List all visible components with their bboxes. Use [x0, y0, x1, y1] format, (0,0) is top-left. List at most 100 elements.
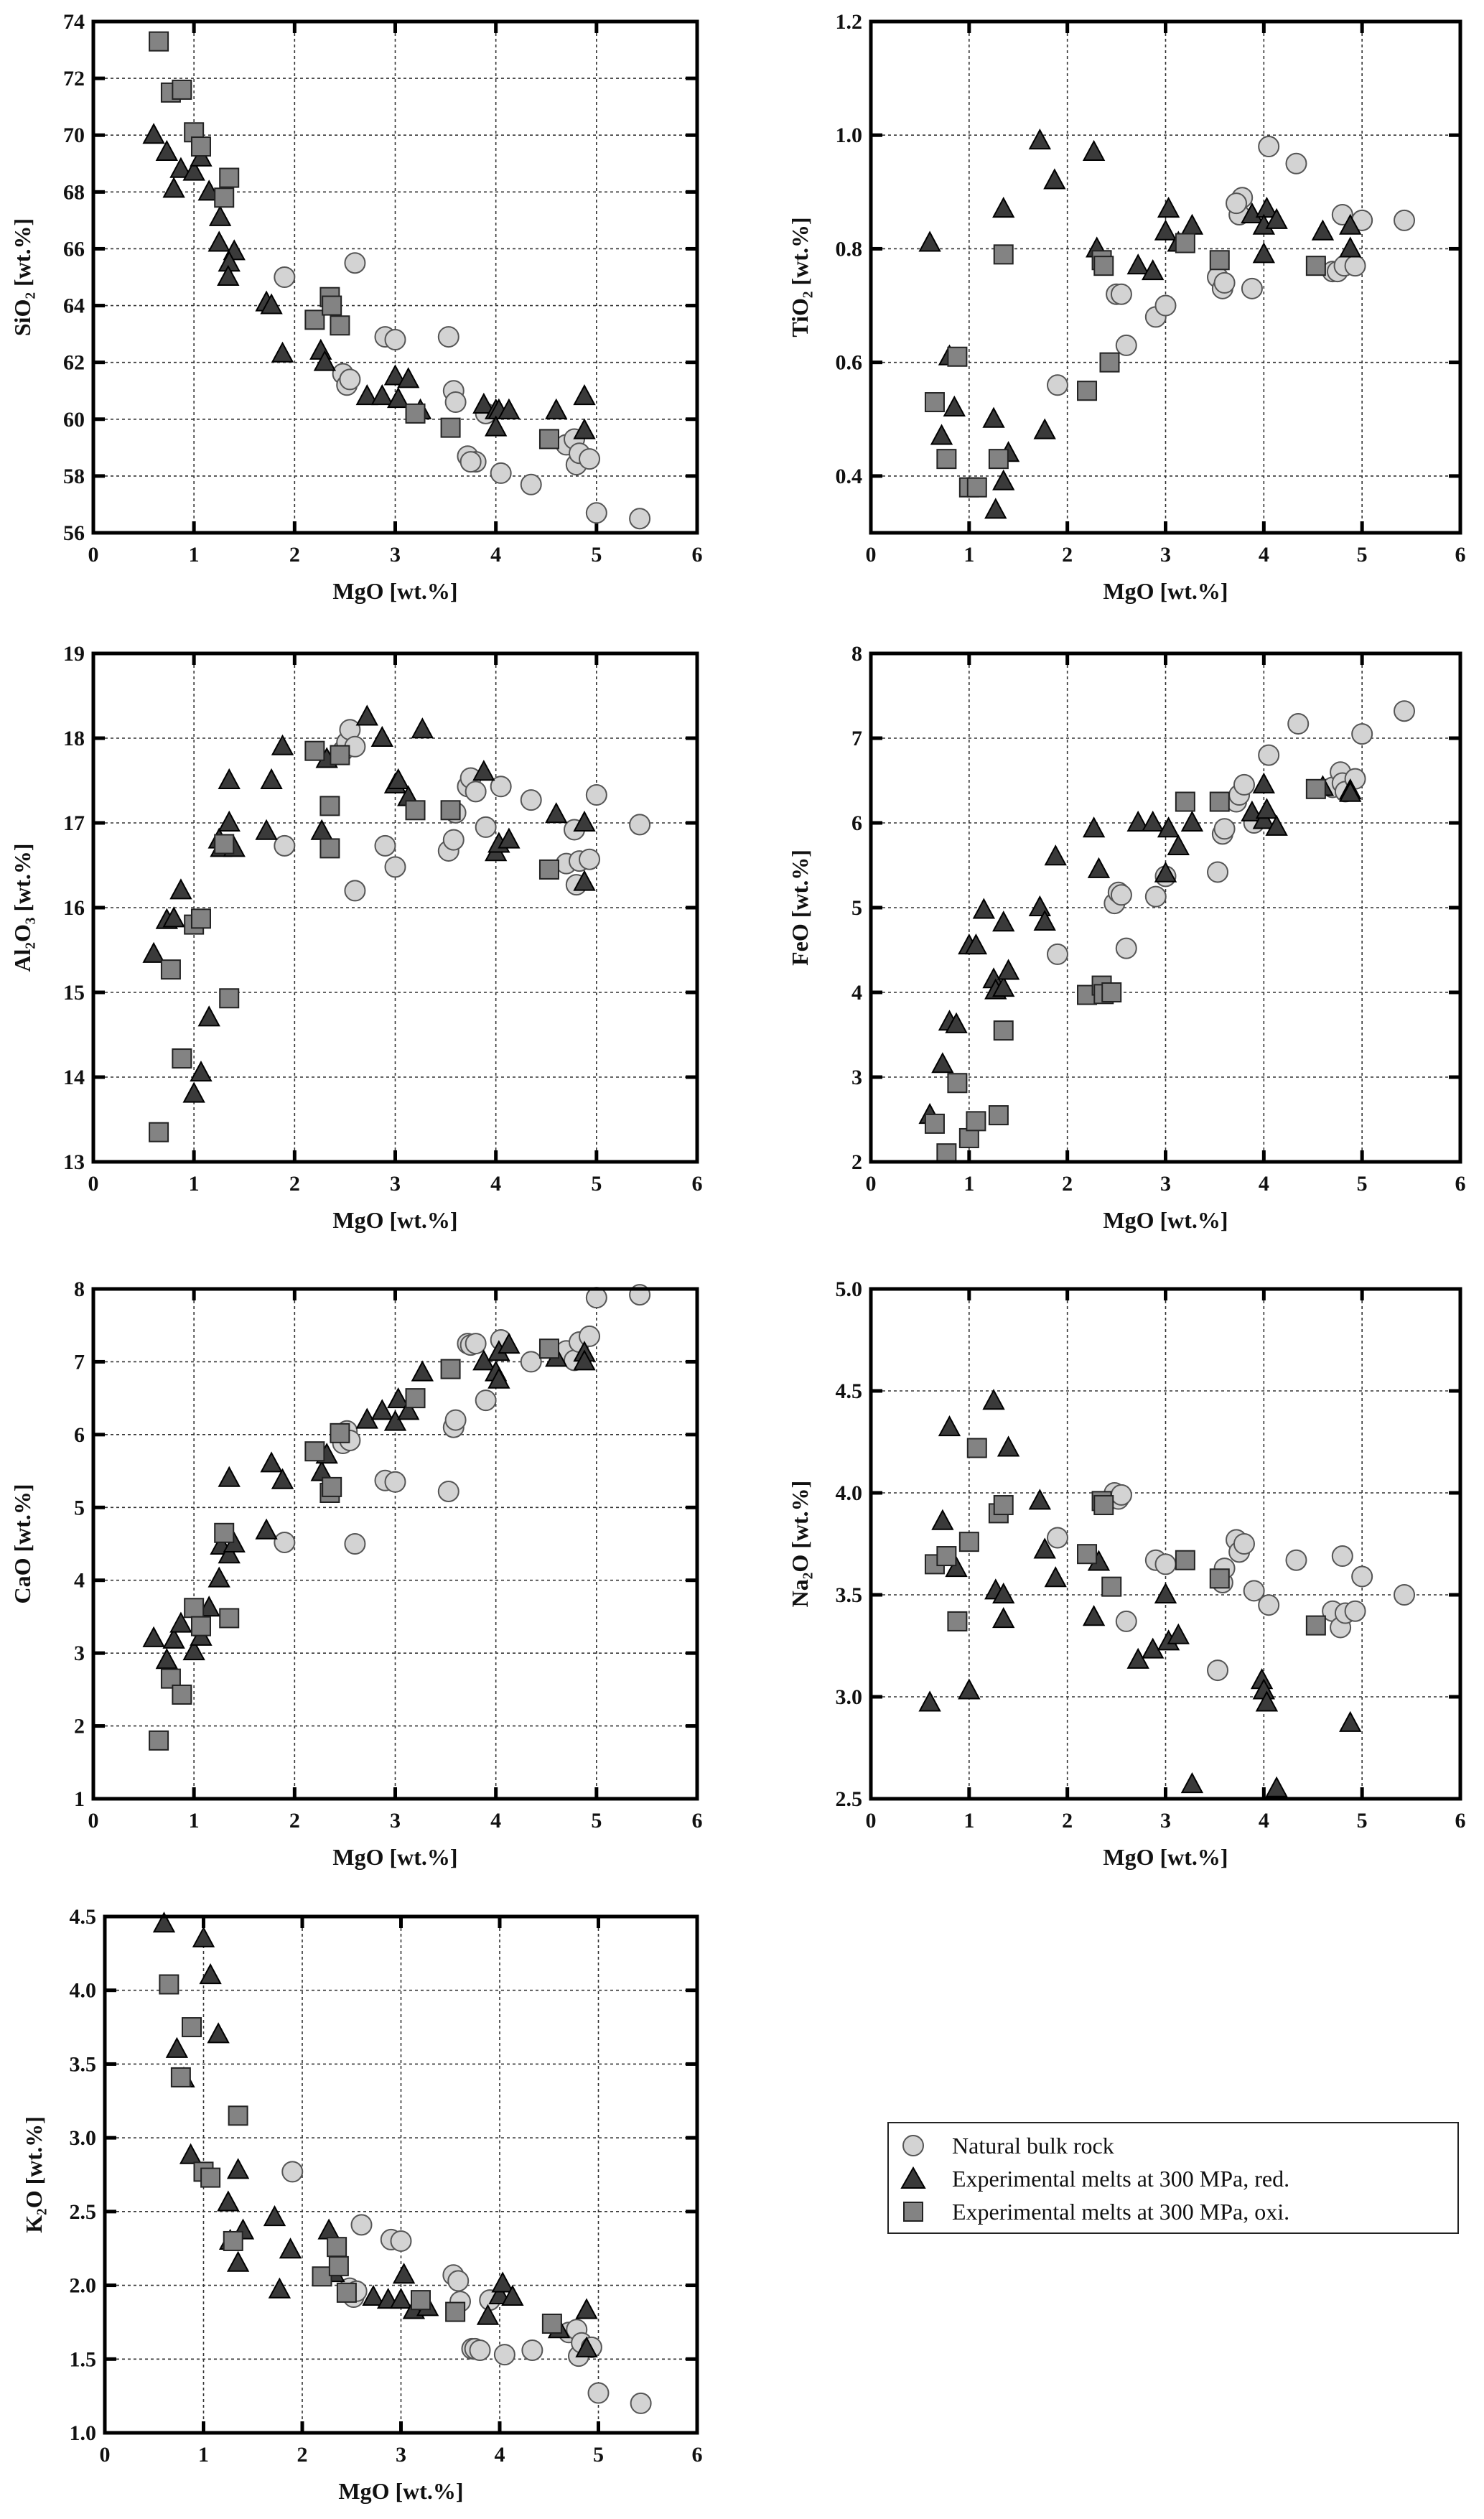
y-tick-label: 4.5 [70, 1905, 97, 1929]
data-point-reduced [155, 1648, 178, 1670]
data-point-reduced [501, 2284, 524, 2306]
y-tick-label: 0.6 [836, 351, 863, 375]
y-tick-label: 19 [63, 642, 85, 666]
data-point-oxidized [445, 2301, 466, 2322]
x-tick-label: 2 [1062, 1809, 1073, 1833]
x-tick-label: 2 [289, 1172, 300, 1196]
data-point-reduced [197, 180, 220, 201]
data-point-oxidized [1093, 1495, 1114, 1516]
data-point-natural [374, 834, 396, 857]
data-point-oxidized [214, 1522, 235, 1543]
data-point-reduced [208, 205, 232, 226]
legend: Natural bulk rock Experimental melts at … [887, 2122, 1459, 2234]
data-point-reduced [1252, 808, 1276, 829]
data-point-reduced [545, 802, 568, 824]
data-point-reduced [387, 1387, 410, 1409]
data-point-reduced [918, 1690, 941, 1712]
data-point-reduced [387, 386, 410, 409]
data-point-reduced [310, 819, 333, 840]
data-point-oxidized [538, 1338, 559, 1359]
data-point-oxidized [149, 31, 169, 52]
data-point-reduced [1339, 213, 1362, 235]
data-point-reduced [1043, 168, 1066, 190]
data-point-oxidized [1209, 791, 1230, 812]
data-point-oxidized [1305, 778, 1326, 799]
data-point-reduced [207, 1566, 230, 1588]
data-point-oxidized [958, 1532, 979, 1552]
data-point-reduced [1311, 219, 1335, 241]
x-tick-label: 4 [1259, 543, 1269, 567]
data-point-reduced [1255, 196, 1279, 218]
data-point-natural [579, 848, 601, 870]
data-point-reduced [1154, 861, 1177, 883]
y-tick-label: 2 [74, 1715, 85, 1738]
y-tick-label: 4 [74, 1569, 85, 1593]
data-point-oxidized [936, 1546, 957, 1567]
data-point-reduced [484, 415, 508, 437]
x-axis-label: MgO [wt.%] [1103, 1207, 1228, 1233]
data-point-oxidized [223, 2230, 243, 2251]
data-point-reduced [1126, 1647, 1149, 1669]
data-point-natural [447, 2270, 470, 2292]
data-point-natural [1258, 1594, 1280, 1616]
x-tick-label: 0 [866, 543, 877, 567]
data-point-oxidized [1175, 791, 1195, 812]
data-point-oxidized [172, 1684, 192, 1705]
data-point-oxidized [947, 346, 968, 367]
data-point-reduced [1265, 814, 1288, 836]
data-point-natural [630, 2392, 652, 2414]
data-point-natural [1115, 937, 1137, 959]
data-point-reduced [945, 1555, 968, 1578]
data-point-oxidized [319, 796, 340, 816]
x-tick-label: 5 [591, 543, 602, 567]
data-point-oxidized [328, 2255, 349, 2276]
data-point-oxidized [182, 2017, 202, 2038]
data-point-natural [274, 834, 296, 857]
data-point-reduced [1167, 1623, 1190, 1644]
data-point-natural [274, 1531, 296, 1553]
y-tick-label: 64 [63, 294, 85, 318]
legend-label: Experimental melts at 300 MPa, oxi. [952, 2198, 1290, 2225]
data-point-oxidized [159, 1974, 179, 1995]
data-point-reduced [197, 1005, 220, 1027]
data-point-oxidized [336, 2282, 357, 2303]
x-axis-label: MgO [wt.%] [332, 1207, 457, 1233]
data-point-reduced [1028, 895, 1052, 916]
data-point-reduced [545, 398, 568, 419]
panel-k2o: 0 1 2 3 4 5 6 1.0 1.5 2.0 2.5 3.0 3.5 4.0 4.5 MgO [wt.%… [21, 1905, 703, 2504]
data-point-natural [274, 266, 296, 288]
data-point-reduced [476, 2304, 500, 2325]
data-point-oxidized [993, 244, 1014, 265]
x-tick-label: 0 [866, 1809, 877, 1833]
plot-frame [869, 19, 1462, 535]
data-point-natural [1213, 271, 1236, 294]
data-point-reduced [255, 1518, 278, 1540]
data-point-oxidized [172, 1048, 192, 1069]
y-tick-label: 8 [851, 642, 862, 666]
y-axis-label: Al₂O₃ [wt.%] [9, 843, 35, 972]
data-point-reduced [411, 717, 434, 739]
legend-label: Experimental melts at 300 MPa, red. [952, 2165, 1290, 2192]
data-point-reduced [411, 1360, 434, 1382]
data-point-reduced [397, 1399, 420, 1420]
y-tick-label: 16 [63, 896, 85, 920]
circle-marker-icon [899, 2131, 928, 2160]
data-point-reduced [370, 1399, 393, 1420]
data-point-oxidized [304, 740, 325, 761]
x-tick-label: 5 [591, 1172, 602, 1196]
x-tick-label: 1 [963, 1809, 974, 1833]
data-point-reduced [498, 398, 521, 419]
data-point-oxidized [947, 1073, 968, 1094]
y-tick-label: 1.0 [70, 2421, 97, 2445]
y-tick-label: 4.5 [836, 1379, 863, 1403]
x-tick-label: 0 [866, 1172, 877, 1196]
x-tick-label: 1 [189, 1172, 200, 1196]
data-point-natural [1110, 283, 1132, 305]
data-point-reduced [1126, 810, 1149, 832]
triangle-marker-icon [899, 2164, 928, 2193]
data-point-reduced [1033, 1537, 1056, 1559]
data-point-oxidized [322, 295, 342, 316]
x-tick-label: 5 [593, 2443, 604, 2467]
y-tick-label: 7 [851, 727, 862, 750]
data-point-reduced [397, 367, 420, 388]
